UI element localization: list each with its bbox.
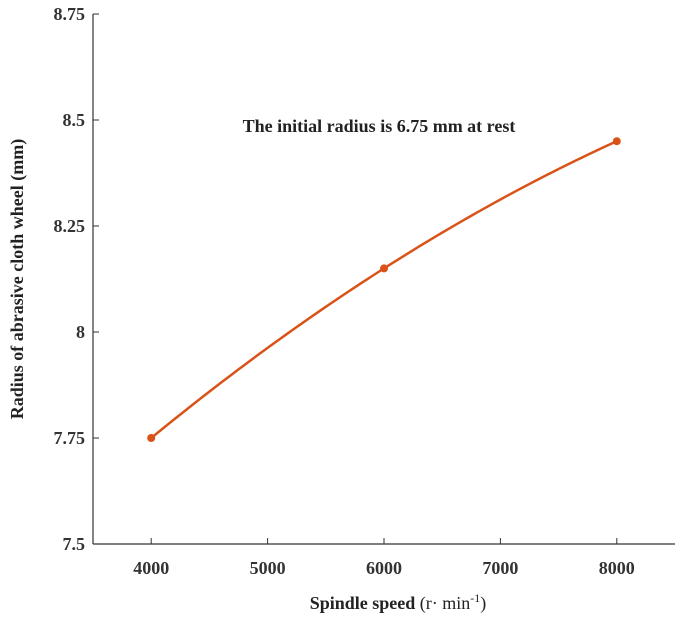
y-tick-label: 8.5 — [63, 110, 86, 130]
data-point — [147, 434, 156, 442]
series-line — [150, 140, 618, 439]
x-axis-unit: (r· min — [420, 593, 470, 614]
x-axis-ticks: 4000 5000 6000 7000 8000 — [133, 538, 635, 578]
x-axis-unit-close: ) — [480, 593, 486, 614]
x-axis-unit-exponent: -1 — [470, 591, 480, 605]
plot-frame — [92, 14, 675, 545]
y-tick-label: 8.25 — [54, 216, 86, 236]
y-axis-label: Radius of abrasive cloth wheel (mm) — [7, 139, 28, 419]
x-axis-label-text: Spindle speed — [310, 593, 416, 613]
y-tick-label: 8 — [76, 322, 85, 342]
x-tick-label: 8000 — [599, 558, 635, 578]
y-tick-label: 7.75 — [54, 428, 86, 448]
data-point — [380, 264, 388, 273]
x-tick-label: 7000 — [482, 558, 518, 578]
x-tick-label: 4000 — [133, 558, 169, 578]
x-tick-label: 6000 — [366, 558, 402, 578]
y-tick-label: 7.5 — [63, 534, 86, 554]
x-axis-label: Spindle speed (r· min-1) — [310, 591, 487, 614]
series-layer — [147, 137, 621, 442]
y-tick-label: 8.75 — [54, 4, 86, 24]
y-axis-ticks: 7.5 7.75 8 8.25 8.5 8.75 — [54, 4, 99, 554]
x-tick-label: 5000 — [250, 558, 286, 578]
chart-annotation: The initial radius is 6.75 mm at rest — [243, 116, 516, 136]
data-point — [612, 137, 621, 146]
